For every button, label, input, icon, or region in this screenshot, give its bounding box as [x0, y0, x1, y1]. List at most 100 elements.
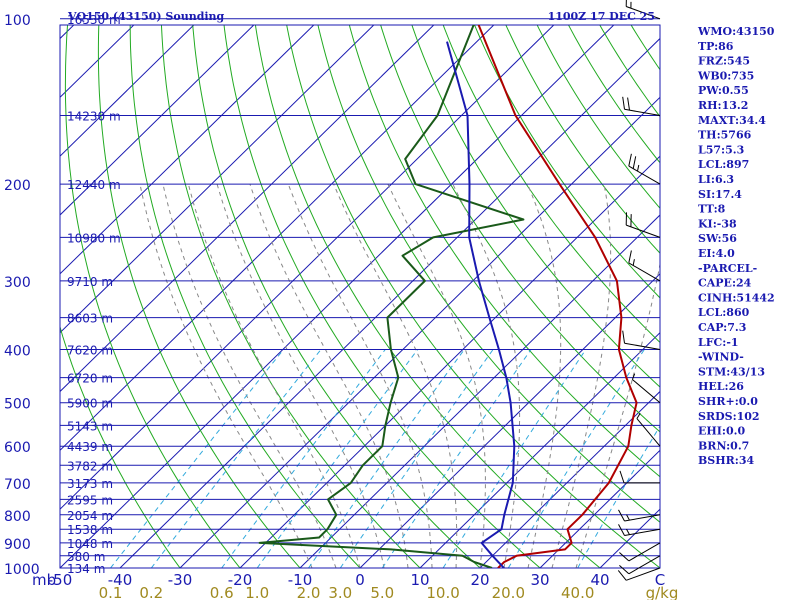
index-line: TT:8	[698, 203, 726, 216]
pressure-tick-label: 300	[4, 275, 31, 291]
mixing-ratio-line	[256, 349, 419, 568]
mixing-ratio-line	[221, 349, 386, 568]
isotherm-line	[479, 390, 660, 568]
temperature-axis: mb-50 -40 -30 -20 -10 0 10 20 30 40 C	[32, 571, 665, 589]
mixing-ratio-line	[507, 349, 645, 568]
wind-barb	[618, 509, 661, 522]
dry-adiabat-line	[60, 325, 181, 568]
isotherm-line	[60, 25, 615, 568]
pressure-tick-label: 700	[4, 477, 31, 493]
height-label: 6720 m	[67, 372, 113, 386]
index-line: EI:4.0	[698, 247, 735, 260]
moist-adiabat-line	[139, 184, 313, 568]
height-label: 10980 m	[67, 231, 121, 245]
index-line: WB0:735	[697, 69, 754, 82]
index-line: CAP:7.3	[698, 321, 746, 334]
wind-barb-staff	[628, 555, 661, 575]
index-line: -PARCEL-	[698, 262, 757, 275]
wind-barb-staff	[624, 342, 661, 350]
dry-adiabat-line	[254, 25, 601, 568]
mixing-ratio-line	[339, 349, 494, 568]
isotherm-grid	[60, 25, 660, 568]
height-label: 1048 m	[67, 537, 113, 551]
index-line: MAXT:34.4	[698, 114, 766, 127]
height-label: 2595 m	[67, 493, 113, 507]
wind-barb	[628, 153, 661, 185]
dry-adiabat-line	[411, 25, 660, 388]
dry-adiabat-line	[567, 25, 660, 164]
mixing-ratio-tick-label: 20.0	[492, 584, 525, 600]
temperature-tick-label: 10	[410, 571, 429, 589]
mixing-ratio-tick-label: 0.1	[99, 584, 123, 600]
chart-time: 1100Z 17 DEC 25	[548, 10, 655, 23]
dry-adiabat-line	[192, 25, 481, 568]
isotherm-line	[119, 37, 660, 568]
dry-adiabat-line	[97, 25, 301, 568]
moist-adiabat-line	[551, 184, 612, 568]
index-line: BRN:0.7	[698, 439, 749, 452]
moist-adiabat-line	[333, 183, 458, 568]
index-line: PW:0.55	[698, 84, 749, 97]
dry-adiabat-line	[442, 25, 660, 344]
index-line: SW:56	[698, 232, 737, 245]
wind-barb-flag	[618, 509, 625, 522]
index-line: RH:13.2	[698, 99, 748, 112]
mixing-ratio-tick-label: 1.0	[245, 584, 269, 600]
isotherm-line	[179, 96, 660, 568]
index-line: SHR+:0.0	[698, 395, 758, 408]
isotherm-line	[539, 449, 660, 568]
wind-barb-flag	[619, 565, 630, 575]
wind-barb	[619, 542, 661, 562]
mixing-ratio-tick-label: 3.0	[328, 584, 352, 600]
isotherm-line	[60, 25, 195, 157]
temperature-tick-label: 0	[355, 571, 365, 589]
mixing-ratio-tick-label: 5.0	[370, 584, 394, 600]
temperature-tick-label: -20	[228, 571, 253, 589]
mixing-ratio-tick-label: 2.0	[297, 584, 321, 600]
index-line: L57:5.3	[698, 143, 744, 156]
dewpoint-profile	[258, 25, 525, 568]
wind-barb-staff	[624, 108, 661, 116]
height-label: 3782 m	[67, 459, 113, 473]
pressure-tick-label: 500	[4, 397, 31, 413]
wind-barb-flag	[628, 153, 632, 167]
wind-barb	[619, 555, 661, 575]
pressure-tick-label: 800	[4, 509, 31, 525]
height-label: 12440 m	[67, 178, 121, 192]
isotherm-line	[60, 25, 255, 216]
dry-adiabat-line	[317, 25, 660, 523]
height-label: 4439 m	[67, 440, 113, 454]
wind-barb-staff	[636, 418, 661, 447]
mixing-ratio-axis: 0.1 0.2 0.6 1.0 2.0 3.0 5.0 10.0 20.0 40.0 g/kg	[99, 584, 679, 600]
dry-adiabat-line	[474, 25, 660, 299]
pressure-axis: 100 200 300 400 500 600 700 800 900 1000	[4, 13, 40, 578]
index-line: LFC:-1	[698, 336, 739, 349]
index-line: WMO:43150	[697, 25, 775, 38]
wind-barb-half-flag	[626, 528, 630, 535]
mixing-ratio-tick-label: 10.0	[426, 584, 459, 600]
wind-barb-staff	[626, 6, 661, 20]
index-line: HEL:26	[698, 380, 744, 393]
index-line: STM:43/13	[698, 365, 765, 378]
temperature-tick-label: -10	[288, 571, 313, 589]
pressure-tick-label: 200	[4, 178, 31, 194]
wind-barb-flag	[632, 156, 637, 169]
index-line: EHI:0.0	[698, 425, 745, 438]
height-label: 3173 m	[67, 477, 113, 491]
height-label: 8603 m	[67, 312, 113, 326]
index-line: SRDS:102	[698, 410, 760, 423]
mixing-ratio-tick-label: 40.0	[561, 584, 594, 600]
index-line: -WIND-	[698, 351, 744, 364]
pressure-tick-label: 600	[4, 440, 31, 456]
mixing-ratio-tick-label: 0.6	[210, 584, 234, 600]
wind-barb	[622, 330, 661, 350]
height-label: 1538 m	[67, 523, 113, 537]
moist-adiabat-line	[452, 183, 521, 568]
wind-barb-half-flag	[626, 514, 630, 521]
wind-barb	[618, 524, 661, 536]
temperature-unit-label: C	[655, 571, 665, 589]
wind-barb-half-flag	[631, 373, 636, 380]
wind-barb-staff	[626, 567, 661, 581]
wind-barb-half-flag	[636, 412, 641, 419]
temperature-tick-label: 20	[470, 571, 489, 589]
